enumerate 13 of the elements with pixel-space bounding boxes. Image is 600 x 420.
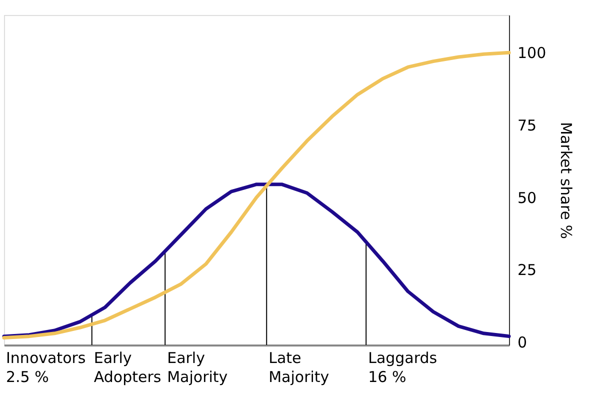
y-tick-label: 100: [518, 44, 546, 62]
line-series: [2, 50, 511, 340]
line-series: [2, 182, 511, 338]
y-tick-label: 75: [518, 116, 537, 134]
y-tick-label: 50: [518, 188, 537, 207]
text: Laggards 16 %: [368, 349, 438, 386]
text: Late Majority: [268, 349, 330, 386]
y-axis-title: Market share %: [557, 122, 576, 239]
text: Innovators 2.5 %: [6, 349, 86, 386]
y-tick-label: 25: [518, 261, 537, 280]
text: Early Adopters: [94, 349, 162, 386]
y-tick-label: 0: [518, 334, 528, 352]
text: Early Majority: [167, 349, 228, 386]
